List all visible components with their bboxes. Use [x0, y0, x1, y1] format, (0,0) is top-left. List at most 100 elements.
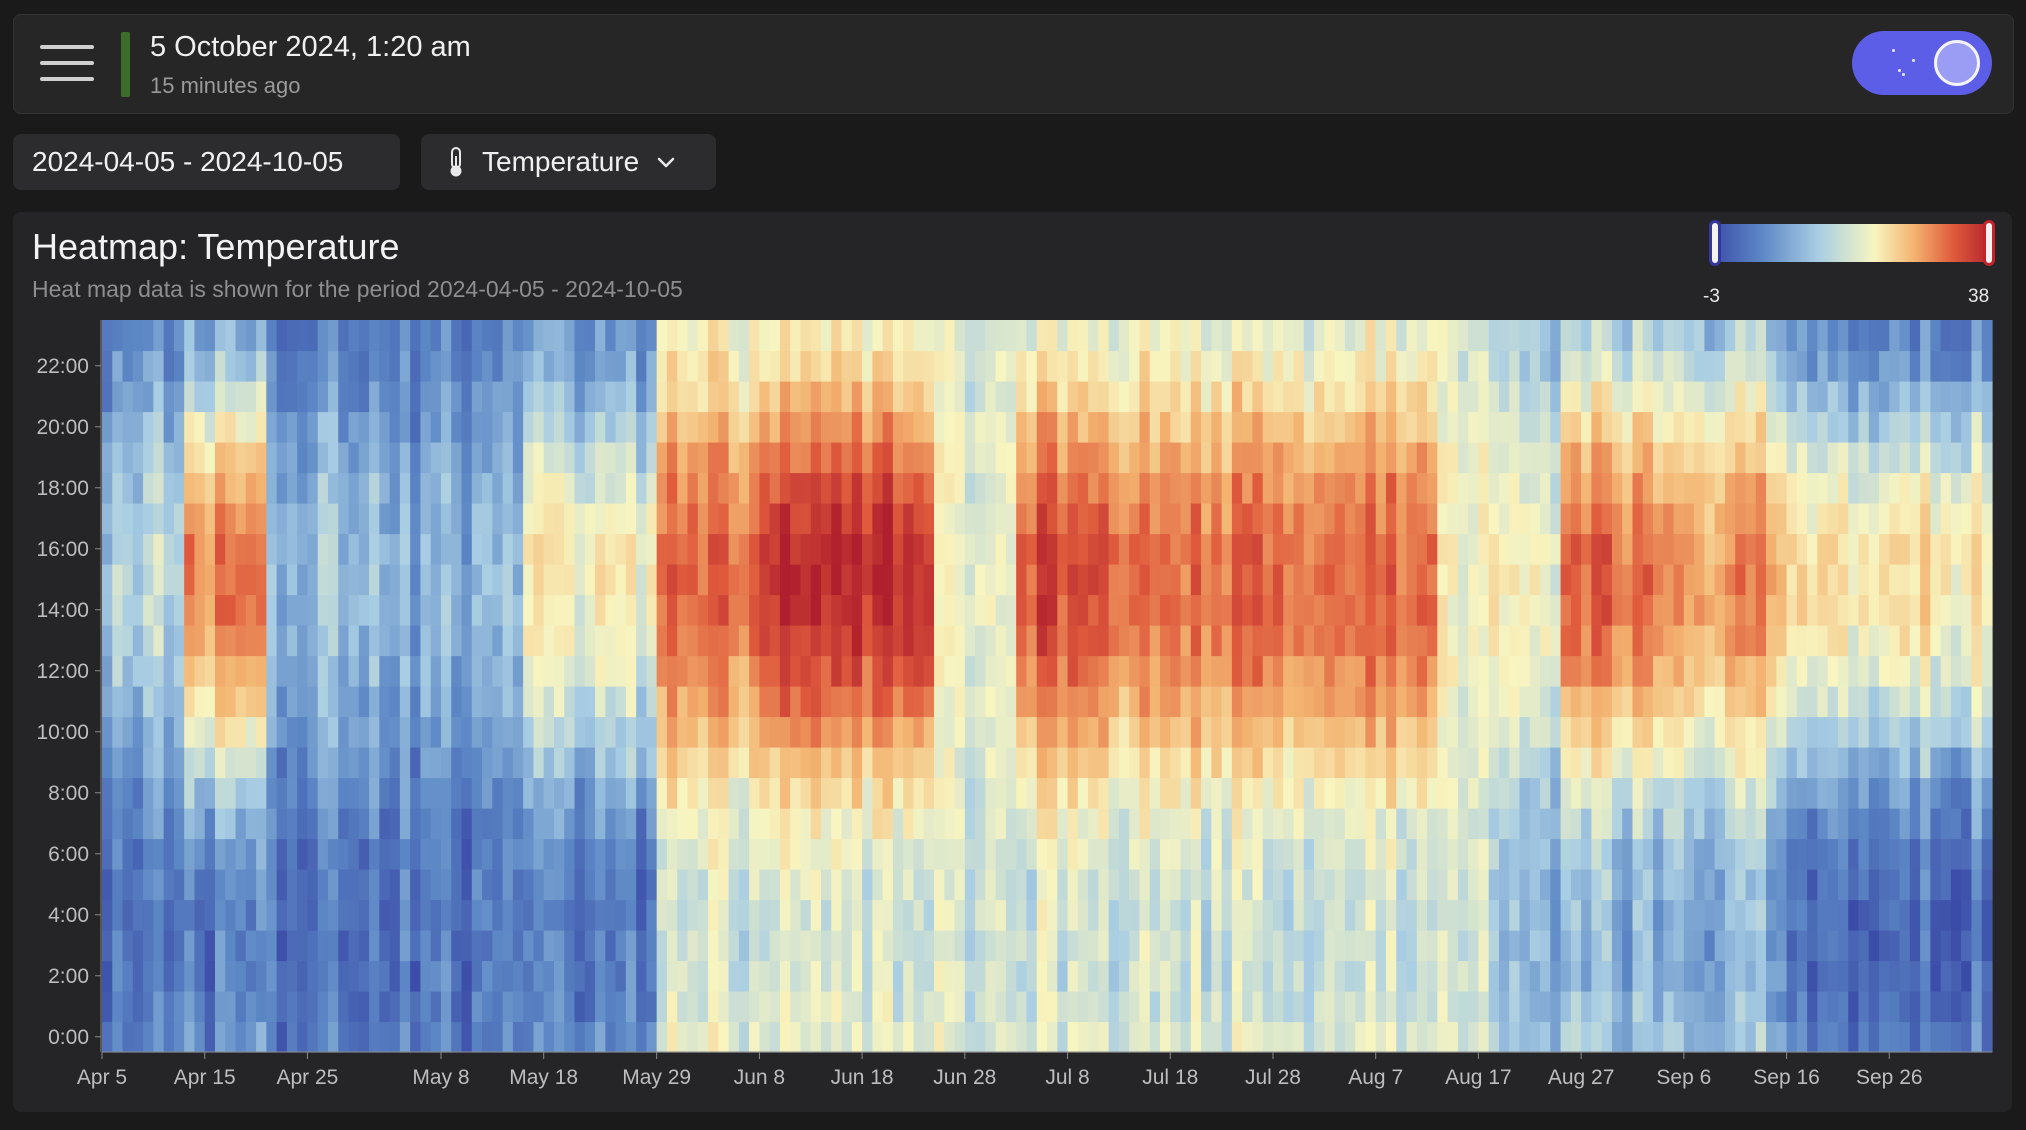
heatmap-cell: [399, 625, 411, 657]
heatmap-cell: [964, 625, 976, 657]
heatmap-cell: [1776, 411, 1788, 443]
legend-max-handle[interactable]: [1983, 220, 1995, 266]
heatmap-cell: [1755, 655, 1767, 687]
heatmap-cell: [184, 991, 196, 1023]
heatmap-cell: [1673, 625, 1685, 657]
heatmap-cell: [903, 594, 915, 626]
heatmap-cell: [1796, 594, 1808, 626]
heatmap-cell: [420, 899, 432, 931]
heatmap-cell: [1159, 411, 1171, 443]
heatmap-cell: [995, 320, 1007, 352]
heatmap-cell: [1406, 838, 1418, 870]
heatmap-cell: [903, 381, 915, 413]
heatmap-cell: [636, 716, 647, 748]
heatmap-cell: [461, 838, 473, 870]
heatmap-cell: [143, 503, 154, 535]
heatmap-cell: [564, 747, 576, 779]
heatmap-cell: [1724, 533, 1736, 565]
heatmap-cell: [1016, 381, 1028, 413]
metric-dropdown[interactable]: Temperature: [421, 134, 716, 190]
heatmap-cell: [1242, 960, 1254, 992]
heatmap-cell: [338, 350, 350, 382]
heatmap-cell: [451, 381, 463, 413]
heatmap-cell: [1036, 564, 1048, 596]
heatmap-cell: [1129, 472, 1141, 504]
heatmap-cell: [512, 930, 524, 962]
heatmap-cell: [1796, 381, 1808, 413]
heatmap-cell: [1745, 716, 1757, 748]
heatmap-cell: [1766, 747, 1777, 779]
dark-mode-toggle[interactable]: [1852, 31, 1992, 95]
heatmap-cell: [1437, 991, 1449, 1023]
heatmap-cell: [1529, 960, 1541, 992]
heatmap-cell: [821, 991, 832, 1023]
heatmap-cell: [420, 655, 432, 687]
heatmap-cell: [553, 594, 565, 626]
heatmap-cell: [1303, 991, 1315, 1023]
heatmap-cell: [769, 320, 781, 352]
star-icon: [1902, 73, 1905, 76]
heatmap-cell: [1201, 869, 1212, 901]
heatmap-cell: [369, 686, 380, 718]
heatmap-cell: [1159, 503, 1171, 535]
heatmap-cell: [1519, 472, 1531, 504]
heatmap-cell: [934, 655, 945, 687]
chevron-down-icon: [657, 157, 675, 168]
heatmap-cell: [1837, 1021, 1849, 1053]
heatmap-cell: [1940, 442, 1952, 474]
heatmap-cell: [256, 777, 267, 809]
legend-min-handle[interactable]: [1709, 220, 1721, 266]
heatmap-cell: [1581, 381, 1592, 413]
heatmap-cell: [1961, 411, 1973, 443]
heatmap-cell: [204, 381, 216, 413]
heatmap-cell: [574, 838, 586, 870]
heatmap-cell: [1283, 838, 1295, 870]
heatmap-cell: [1632, 777, 1644, 809]
heatmap-cell: [1889, 838, 1901, 870]
heatmap-cell: [533, 320, 545, 352]
heatmap-cell: [1796, 503, 1808, 535]
heatmap-cell: [502, 442, 514, 474]
heatmap-cell: [1488, 381, 1500, 413]
heatmap-cell: [882, 350, 894, 382]
heatmap-chart[interactable]: 0:002:004:006:008:0010:0012:0014:0016:00…: [13, 212, 2012, 1112]
heatmap-cell: [1231, 503, 1243, 535]
heatmap-cell: [821, 564, 832, 596]
heatmap-cell: [923, 991, 935, 1023]
heatmap-cell: [1314, 594, 1325, 626]
heatmap-cell: [184, 1021, 196, 1053]
heatmap-cell: [1755, 716, 1767, 748]
heatmap-cell: [307, 655, 319, 687]
heatmap-cell: [1837, 625, 1849, 657]
heatmap-cell: [1252, 838, 1264, 870]
heatmap-cell: [102, 838, 113, 870]
heatmap-cell: [1735, 991, 1747, 1023]
heatmap-cell: [564, 320, 576, 352]
heatmap-cell: [1324, 320, 1336, 352]
heatmap-cell: [1365, 564, 1377, 596]
heatmap-cell: [666, 503, 678, 535]
heatmap-cell: [1077, 472, 1089, 504]
heatmap-cell: [523, 777, 535, 809]
heatmap-cell: [1057, 411, 1069, 443]
heatmap-cell: [1026, 838, 1038, 870]
heatmap-cell: [1735, 442, 1747, 474]
heatmap-cell: [1211, 625, 1223, 657]
heatmap-cell: [256, 960, 267, 992]
heatmap-cell: [1683, 655, 1695, 687]
heatmap-cell: [1211, 472, 1223, 504]
date-range-picker[interactable]: 2024-04-05 - 2024-10-05: [13, 134, 400, 190]
heatmap-cell: [102, 869, 113, 901]
heatmap-cell: [1950, 411, 1962, 443]
heatmap-cell: [1981, 655, 1993, 687]
heatmap-cell: [1026, 1021, 1038, 1053]
heatmap-cell: [482, 350, 493, 382]
heatmap-cell: [1252, 747, 1264, 779]
heatmap-cell: [338, 869, 350, 901]
heatmap-cell: [132, 899, 144, 931]
heatmap-cell: [461, 655, 473, 687]
heatmap-cell: [1509, 747, 1521, 779]
heatmap-cell: [1293, 747, 1305, 779]
menu-icon[interactable]: [40, 45, 94, 85]
heatmap-cell: [1159, 655, 1171, 687]
